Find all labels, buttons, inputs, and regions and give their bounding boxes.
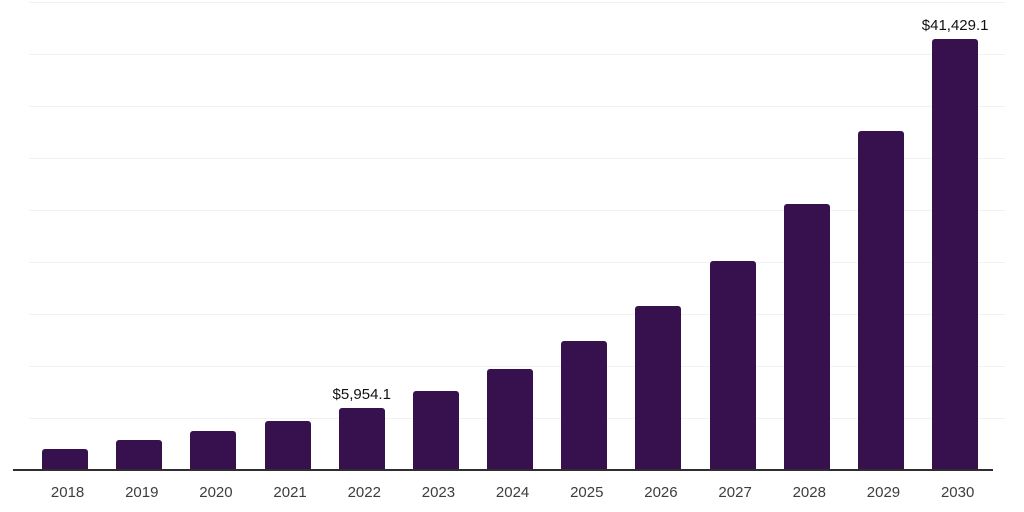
x-tick-label-2028: 2028 [792, 484, 826, 501]
bar-2023 [412, 390, 459, 470]
bar-2020 [190, 431, 237, 470]
x-tick-label-2020: 2020 [199, 484, 233, 501]
gridline-30000 [29, 158, 1005, 159]
x-tick-label-2023: 2023 [421, 484, 456, 501]
bar-2018 [42, 449, 89, 470]
bar-2024 [487, 369, 534, 470]
bar-2027 [709, 261, 756, 470]
gridline-25000 [29, 210, 1005, 211]
bar-2025 [561, 341, 608, 470]
gridline-15000 [29, 314, 1005, 315]
gridline-45000 [29, 2, 1005, 3]
x-tick-label-2019: 2019 [125, 484, 159, 501]
x-tick-label-2027: 2027 [718, 484, 752, 501]
x-tick-label-2030: 2030 [940, 484, 975, 501]
x-tick-label-2022: 2022 [347, 484, 381, 501]
bar-2026 [635, 305, 682, 470]
gridline-10000 [29, 366, 1005, 367]
x-tick-label-2029: 2029 [866, 484, 901, 501]
gridline-35000 [29, 106, 1005, 107]
bar-2022 [338, 408, 385, 470]
gridline-20000 [29, 262, 1005, 263]
bar-2030 [932, 39, 979, 470]
x-tick-label-2024: 2024 [495, 484, 530, 501]
bar-2021 [264, 420, 311, 470]
bar-2029 [857, 130, 904, 470]
gridline-40000 [29, 54, 1005, 55]
x-tick-label-2021: 2021 [273, 484, 307, 501]
x-tick-label-2018: 2018 [50, 484, 85, 501]
data-label-2030: $41,429.1 [921, 17, 989, 35]
x-tick-label-2026: 2026 [644, 484, 678, 501]
x-tick-label-2025: 2025 [570, 484, 604, 501]
data-label-2022: $5,954.1 [332, 386, 391, 404]
bar-2028 [783, 203, 830, 470]
x-axis-line [13, 469, 993, 471]
bar-2019 [116, 439, 163, 470]
